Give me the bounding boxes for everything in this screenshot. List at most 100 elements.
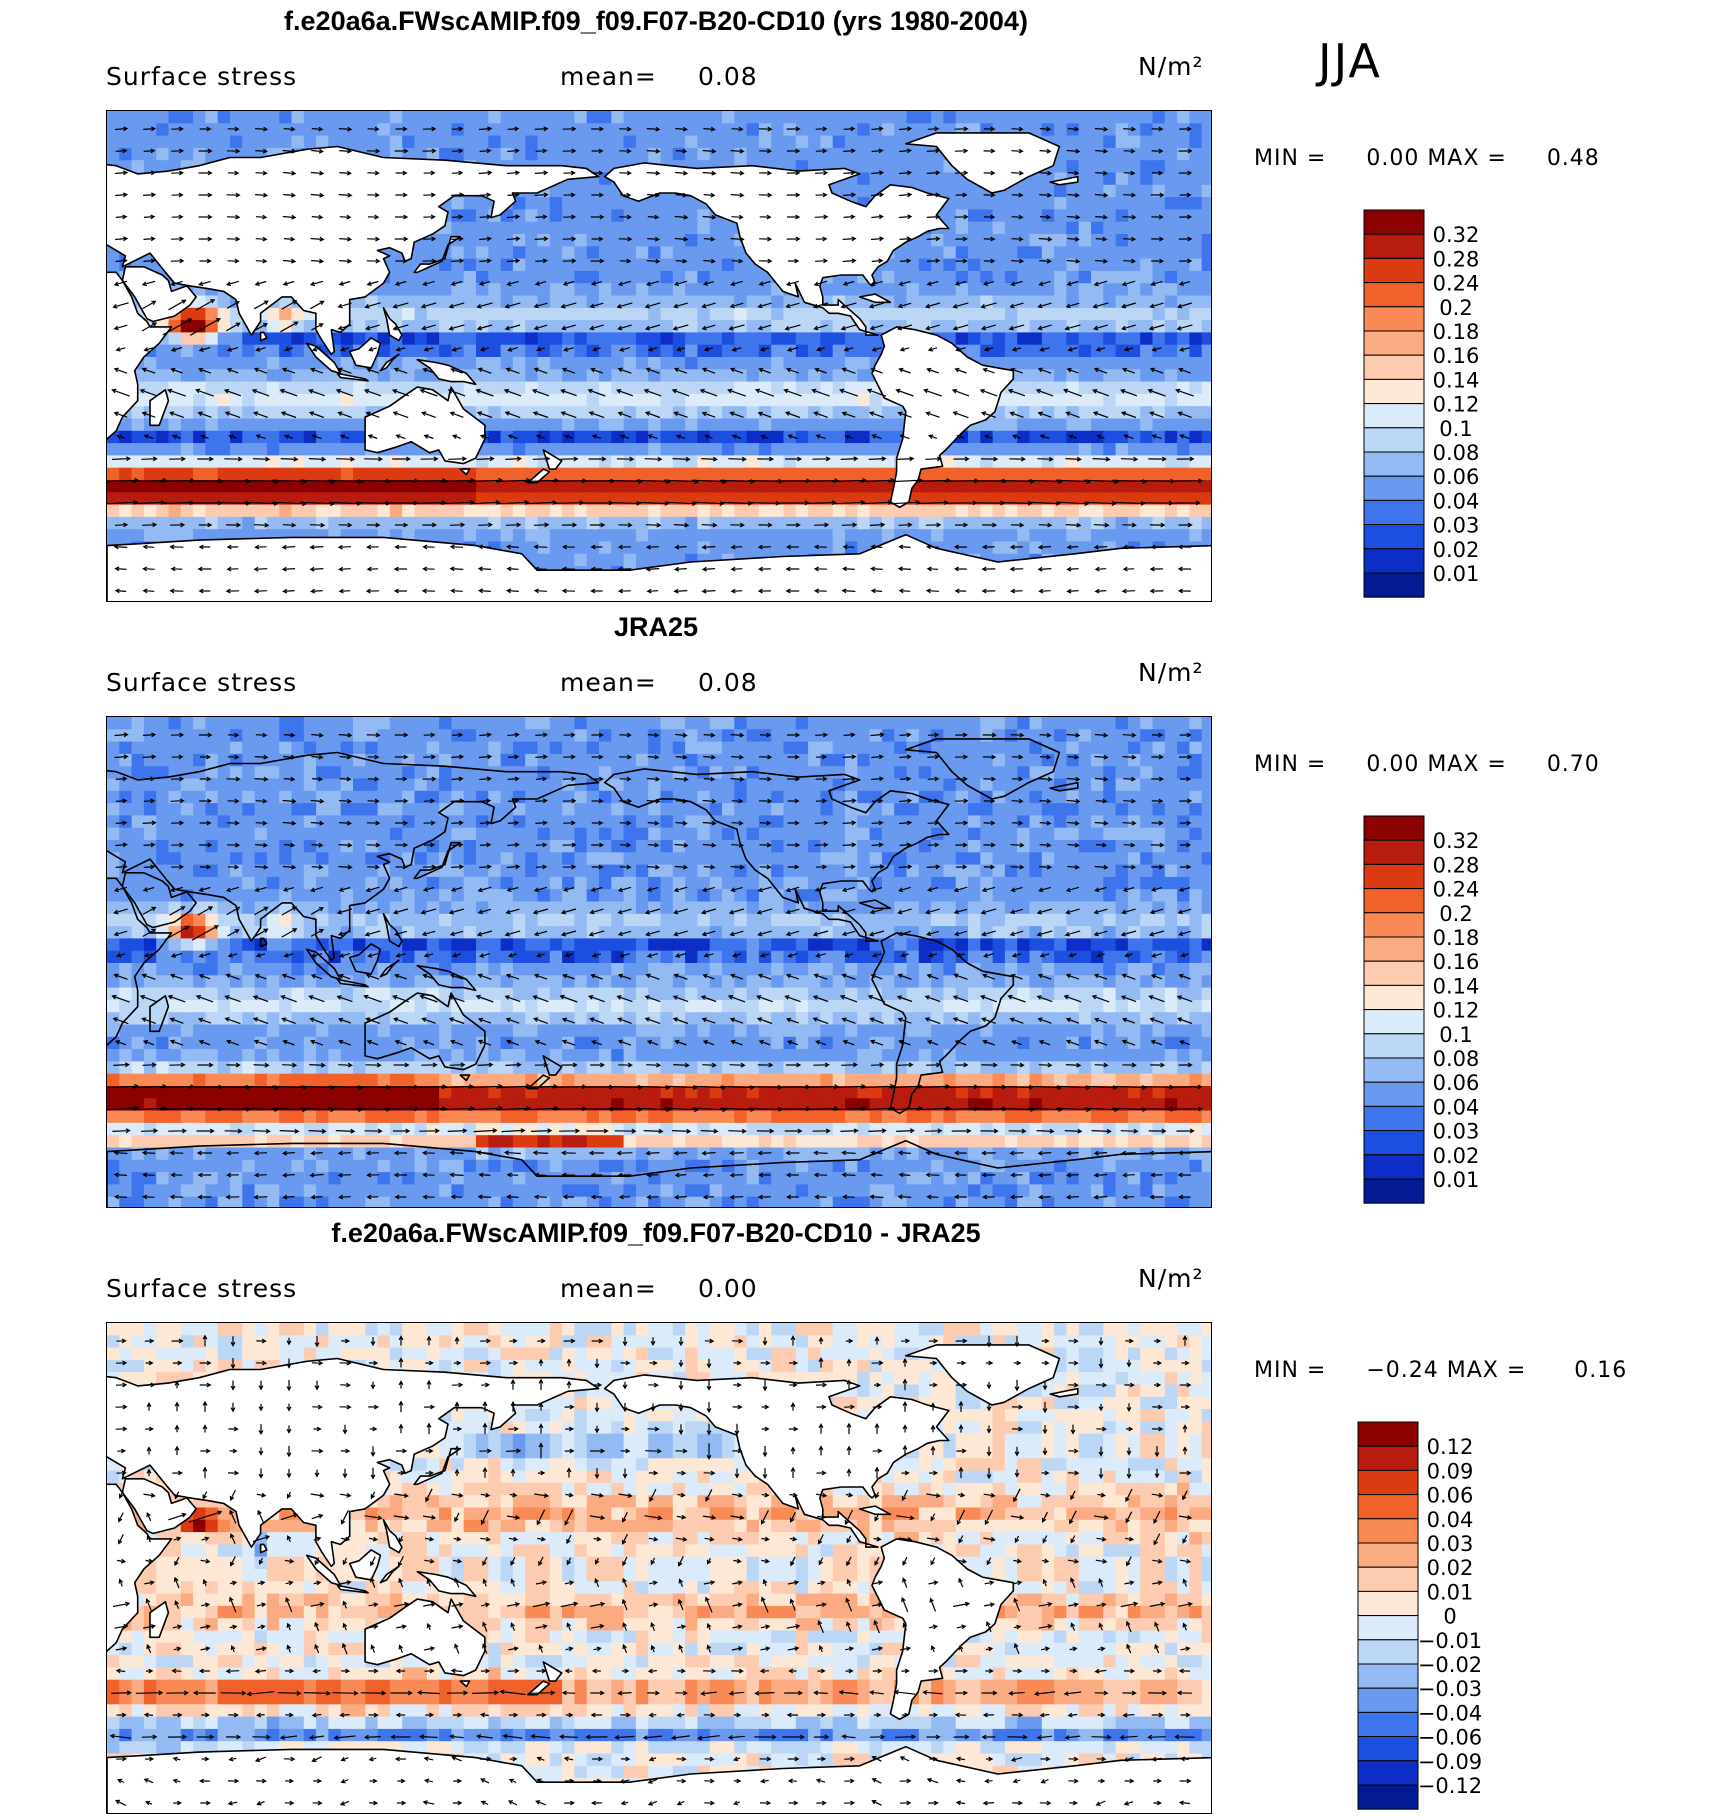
stress-vectors: [107, 126, 1204, 594]
colorbar-swatch: [1357, 1590, 1419, 1617]
colorbar-tick-label: 0.14: [1433, 974, 1480, 998]
colorbar-swatch: [1363, 282, 1425, 308]
colorbar-swatch: [1363, 1057, 1425, 1083]
colorbar-tick-label: 0.04: [1427, 1508, 1474, 1532]
colorbar-tick-label: 0.06: [1433, 465, 1480, 489]
colorbar-swatch: [1357, 1445, 1419, 1471]
colorbar-swatch: [1357, 1494, 1419, 1520]
colorbar-tick-label: 0.04: [1433, 1095, 1480, 1119]
colorbar-swatch: [1363, 960, 1425, 986]
colorbar-tick-label: 0.08: [1433, 441, 1480, 465]
colorbar-swatch: [1363, 403, 1425, 429]
stress-vectors: [107, 732, 1204, 1200]
panel-title: f.e20a6a.FWscAMIP.f09_f09.F07-B20-CD10 -…: [331, 1218, 981, 1248]
colorbar-swatch: [1357, 1639, 1419, 1665]
map-obs: [106, 716, 1212, 1208]
units-label: N/m²: [1138, 658, 1204, 687]
colorbar-tick-label: 0.02: [1433, 538, 1480, 562]
colorbar-swatch: [1357, 1615, 1419, 1641]
colorbar-tick-label: 0.12: [1433, 999, 1480, 1023]
min-label: MIN =: [1254, 146, 1327, 171]
colorbar-swatch: [1363, 548, 1425, 574]
colorbar-tick-label: 0.14: [1433, 368, 1480, 392]
colorbar-swatch: [1363, 863, 1425, 890]
colorbar-swatch: [1363, 815, 1425, 841]
colorbar: 0.32 0.28 0.24 0.2 0.18 0.16 0.14 0.12 0.1 0.08 0.…: [1362, 208, 1562, 608]
colorbar-swatch: [1357, 1421, 1419, 1447]
colorbar-swatch: [1363, 1081, 1425, 1107]
colorbar-swatch: [1363, 354, 1425, 380]
colorbar-tick-label: 0.32: [1433, 223, 1480, 247]
colorbar-tick-label: 0.03: [1433, 1120, 1480, 1144]
panel-title: JRA25: [613, 612, 699, 642]
colorbar-tick-label: 0.02: [1427, 1556, 1474, 1580]
colorbar-swatch: [1357, 1542, 1419, 1568]
colorbar-swatch: [1363, 888, 1425, 914]
colorbar-tick-label: 0.12: [1427, 1435, 1474, 1459]
min-value: 0.00: [1366, 752, 1420, 777]
colorbar-tick-label: 0.16: [1433, 344, 1480, 368]
min-value: 0.00: [1366, 146, 1420, 171]
colorbar-tick-label: 0.18: [1433, 926, 1480, 950]
mean-label: mean=: [560, 62, 657, 91]
colorbar-swatch: [1363, 1033, 1425, 1059]
map-canvas: [107, 111, 1211, 601]
colorbar-tick-label: 0: [1443, 1605, 1456, 1629]
colorbar-swatch: [1363, 984, 1425, 1011]
min-max-readout: MIN = 0.00 MAX = 0.70: [1254, 752, 1600, 777]
colorbar-swatch: [1363, 1154, 1425, 1180]
panel-model: f.e20a6a.FWscAMIP.f09_f09.F07-B20-CD10 (…: [0, 0, 1710, 605]
colorbar-tick-label: −0.09: [1418, 1750, 1482, 1774]
colorbar-swatch: [1363, 257, 1425, 284]
min-label: MIN =: [1254, 752, 1327, 777]
max-label: MAX =: [1427, 146, 1507, 171]
colorbar-tick-label: −0.03: [1418, 1677, 1482, 1701]
mean-label: mean=: [560, 1274, 657, 1303]
max-label: MAX =: [1446, 1358, 1527, 1383]
stress-vectors: [109, 1334, 1195, 1806]
colorbar-swatch: [1357, 1566, 1419, 1592]
colorbar-swatch: [1357, 1736, 1419, 1762]
min-max-readout: MIN = −0.24 MAX = 0.16: [1254, 1358, 1627, 1383]
colorbar-tick-label: 0.16: [1433, 950, 1480, 974]
colorbar-tick-label: 0.08: [1433, 1047, 1480, 1071]
colorbar-tick-label: 0.28: [1433, 247, 1480, 271]
map-canvas: [107, 1323, 1211, 1813]
colorbar-tick-label: 0.2: [1439, 902, 1472, 926]
colorbar-tick-label: 0.1: [1439, 1023, 1472, 1047]
continents: [107, 738, 1211, 1207]
min-max-readout: MIN = 0.00 MAX = 0.48: [1254, 146, 1600, 171]
colorbar-tick-label: 0.1: [1439, 417, 1472, 441]
colorbar-tick-label: 0.32: [1433, 829, 1480, 853]
colorbar-tick-label: 0.24: [1433, 272, 1480, 296]
colorbar-swatch: [1363, 1009, 1425, 1035]
colorbar-tick-label: −0.04: [1418, 1701, 1482, 1725]
colorbar-swatch: [1363, 1130, 1425, 1156]
colorbar-swatch: [1357, 1518, 1419, 1544]
mean-value: 0.00: [698, 1274, 758, 1303]
colorbar-tick-label: 0.04: [1433, 489, 1480, 513]
colorbar-swatch: [1357, 1711, 1419, 1738]
mean-label: mean=: [560, 668, 657, 697]
colorbar-swatch: [1357, 1760, 1419, 1786]
colorbar-swatch: [1363, 572, 1425, 598]
colorbar-tick-label: 0.03: [1427, 1532, 1474, 1556]
map-canvas: [107, 717, 1211, 1207]
colorbar-tick-label: 0.06: [1427, 1484, 1474, 1508]
units-label: N/m²: [1138, 1264, 1204, 1293]
colorbar-tick-label: −0.01: [1418, 1629, 1482, 1653]
season-label: JJA: [1318, 34, 1382, 88]
colorbar-swatch: [1357, 1469, 1419, 1496]
mean-value: 0.08: [698, 668, 758, 697]
colorbar-swatch: [1363, 209, 1425, 235]
colorbar-swatch: [1363, 499, 1425, 526]
colorbar-swatch: [1357, 1784, 1419, 1810]
max-label: MAX =: [1427, 752, 1507, 777]
colorbar-tick-label: 0.01: [1433, 1168, 1480, 1192]
colorbar-swatch: [1357, 1687, 1419, 1713]
colorbar-tick-label: −0.12: [1418, 1774, 1482, 1798]
colorbar-svg: 0.320.280.240.20.180.160.140.120.10.080.…: [1363, 209, 1480, 598]
panel-obs: JRA25 Surface stress mean= 0.08 N/m² MIN…: [0, 606, 1710, 1211]
colorbar-swatch: [1363, 936, 1425, 962]
colorbar-tick-label: 0.12: [1433, 393, 1480, 417]
